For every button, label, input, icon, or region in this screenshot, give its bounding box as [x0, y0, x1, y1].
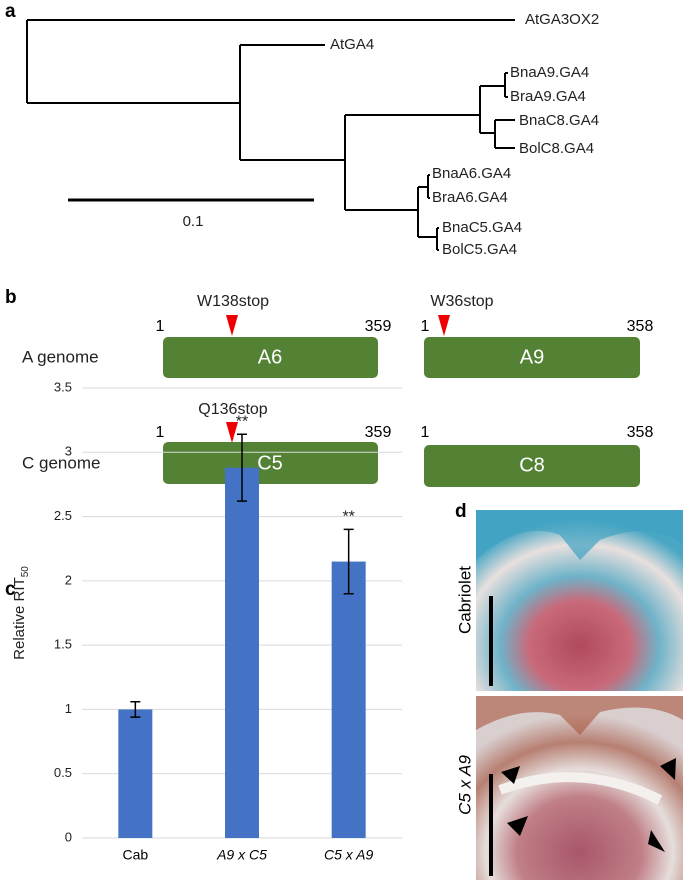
tissue-edge [476, 510, 683, 560]
significance-label: ** [342, 509, 354, 526]
x-tick-label: C5 x A9 [324, 847, 373, 863]
position: 359 [365, 318, 392, 335]
leaf-label: BolC5.GA4 [442, 241, 517, 258]
panel-label: b [5, 287, 17, 308]
y-tick-label: 0 [65, 829, 72, 844]
gene-box [424, 337, 640, 378]
y-tick-label: 2 [65, 572, 72, 587]
gene-name: A6 [258, 346, 282, 368]
bar [331, 561, 366, 838]
position: 358 [627, 318, 654, 335]
mutation-arrow [226, 315, 238, 336]
y-tick-label: 1 [65, 701, 72, 716]
mutation-label: W36stop [430, 293, 493, 310]
branch [417, 186, 437, 238]
position: 1 [421, 318, 430, 335]
scale-label: 0.1 [183, 213, 204, 230]
mutation-label: Q136stop [198, 401, 267, 418]
leaf-label: AtGA4 [330, 36, 374, 53]
leaf-label: AtGA3OX2 [525, 11, 599, 28]
gene-name: C5 [257, 452, 283, 474]
genome-label: C genome [22, 453, 100, 472]
mutation-label: W138stop [197, 293, 269, 310]
y-tick-label: 3 [65, 444, 72, 459]
leaf-label: BraA6.GA4 [432, 189, 508, 206]
branch [344, 114, 480, 211]
tissue-edge [476, 696, 683, 735]
gene-name: C8 [519, 454, 545, 476]
arrowhead [507, 816, 528, 836]
branch [26, 19, 515, 104]
micrograph-label: Cabriolet [455, 566, 474, 634]
position: 358 [627, 424, 654, 441]
error-bar [343, 528, 354, 595]
panel-label: a [5, 1, 16, 22]
mutation-arrow [226, 422, 238, 443]
leaf-label: BraA9.GA4 [510, 88, 586, 105]
branch [427, 174, 430, 199]
genome-label: A genome [22, 347, 99, 366]
gene-diagram: A genome C genome A6 1 359 W138stop A9 1… [22, 293, 653, 487]
leaf-label: BnaC5.GA4 [442, 219, 522, 236]
y-tick-label: 3.5 [54, 379, 72, 394]
x-tick-label: Cab [122, 847, 148, 863]
error-bar [237, 433, 247, 502]
micrographs: Cabriolet C5 x A9 [455, 510, 683, 880]
arrowhead [501, 766, 520, 784]
y-tick-label: 1.5 [54, 637, 72, 652]
y-axis-label-text: Relative RIT [11, 577, 28, 660]
mutation-arrow [438, 315, 450, 336]
leaf-label: BnaA9.GA4 [510, 64, 589, 81]
significance-label: ** [236, 414, 248, 431]
x-tick-label: A9 x C5 [216, 847, 267, 863]
arrowhead [648, 830, 665, 852]
position: 1 [421, 424, 430, 441]
y-tick-label: 0.5 [54, 765, 72, 780]
bar [225, 467, 259, 838]
panel-label: c [5, 579, 16, 600]
branch [436, 227, 439, 251]
gene-box [424, 445, 640, 487]
branch [239, 44, 345, 161]
gene-box [163, 337, 378, 378]
branch [504, 72, 508, 98]
branch [494, 119, 515, 149]
position: 359 [365, 424, 392, 441]
bar [118, 709, 153, 838]
arrowhead [660, 758, 676, 780]
micrograph-label: C5 x A9 [455, 755, 474, 815]
leaf-label: BnaA6.GA4 [432, 165, 511, 182]
y-axis-label: Relative RIT50 [11, 566, 31, 660]
bar-chart: Relative RIT50 0 0.5 1 1.5 2 2.5 3 3.5 Cab A9 x C… [11, 379, 402, 863]
branch [479, 85, 505, 134]
tissue-gap [498, 772, 663, 805]
error-bar [130, 700, 141, 718]
position: 1 [156, 318, 165, 335]
tree: 0.1 AtGA3OX2 AtGA4 BnaA9.GA4 BraA9.GA4 B… [26, 11, 599, 258]
position: 1 [156, 424, 165, 441]
y-axis-label-sub: 50 [20, 566, 31, 578]
panel-label: d [455, 501, 467, 522]
y-tick-label: 2.5 [54, 508, 72, 523]
leaf-label: BnaC8.GA4 [519, 112, 599, 129]
leaf-label: BolC8.GA4 [519, 140, 594, 157]
gene-name: A9 [520, 346, 544, 368]
